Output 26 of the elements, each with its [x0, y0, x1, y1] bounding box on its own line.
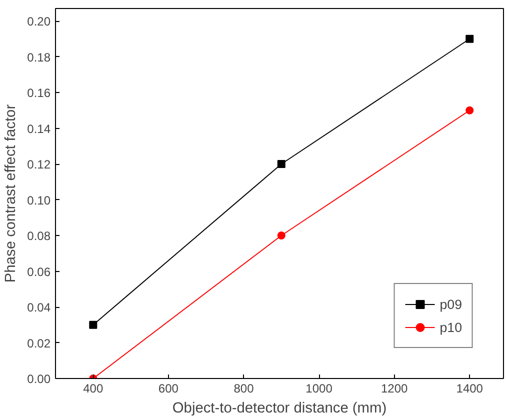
- y-axis-title: Phase contrast effect factor: [3, 104, 20, 283]
- point: [277, 160, 286, 168]
- x-tick-label: 800: [234, 382, 254, 396]
- legend-label: p09: [440, 296, 462, 312]
- point: [466, 106, 474, 114]
- x-tick-label: 400: [83, 382, 104, 396]
- point: [89, 320, 98, 329]
- y-tick-label: 0.04: [27, 300, 51, 314]
- y-tick-label: 0.14: [27, 122, 51, 136]
- y-tick-label: 0.12: [27, 158, 51, 172]
- y-tick-label: 0.10: [27, 193, 51, 208]
- y-tick-label: 0.06: [27, 264, 51, 279]
- legend-label: p10: [440, 320, 462, 334]
- y-tick-label: 0.02: [27, 336, 51, 350]
- y-tick-label: 0.00: [27, 372, 51, 386]
- x-tick-label: 1200: [380, 382, 408, 396]
- y-tick-label: 0.18: [27, 50, 51, 64]
- x-axis-title: Object-to-detector distance (mm): [172, 400, 387, 416]
- x-tick-label: 1400: [456, 382, 484, 396]
- y-tick-label: 0.20: [27, 14, 51, 29]
- point: [277, 232, 286, 240]
- y-tick-label: 0.16: [27, 86, 51, 100]
- x-tick-label: 1000: [306, 382, 333, 396]
- y-tick-label: 0.08: [27, 229, 51, 244]
- point: [466, 34, 474, 43]
- x-tick-label: 600: [158, 382, 179, 396]
